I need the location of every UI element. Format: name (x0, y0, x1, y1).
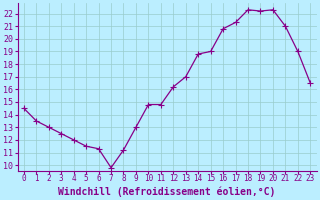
X-axis label: Windchill (Refroidissement éolien,°C): Windchill (Refroidissement éolien,°C) (58, 186, 276, 197)
